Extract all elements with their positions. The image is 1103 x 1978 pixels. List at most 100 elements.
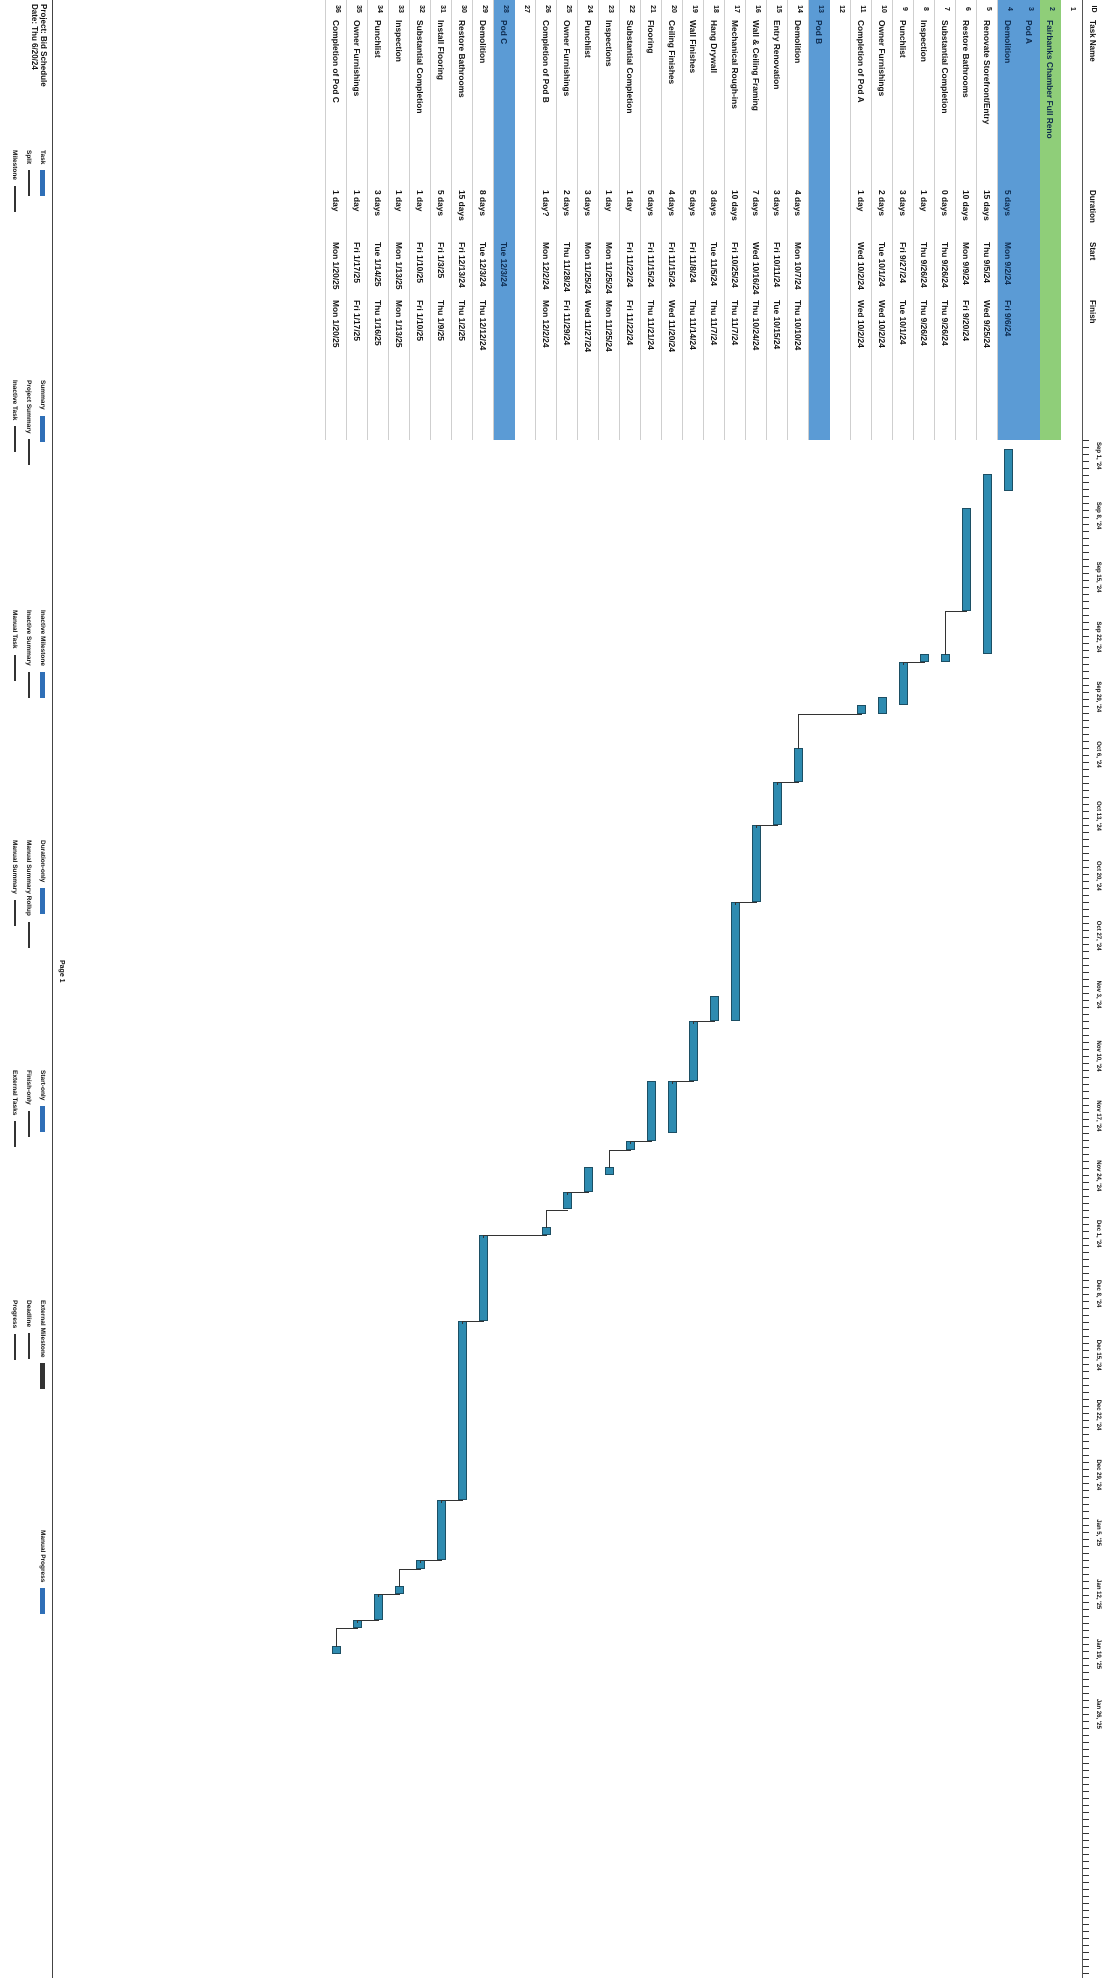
row-start: Fri 1/3/25 [436, 242, 446, 279]
row-start: Fri 1/10/25 [415, 242, 425, 283]
legend-swatch [27, 1110, 30, 1137]
table-row[interactable]: 16 Wall & Ceiling Framing 7 days Wed 10/16/… [745, 0, 767, 440]
table-row[interactable]: 29 Demolition 8 days Tue 12/3/24 Thu 12/12/2… [472, 0, 494, 440]
table-row[interactable]: 9 Punchlist 3 days Fri 9/27/24 Tue 10/1/24 [892, 0, 914, 440]
row-duration: 2 days [877, 190, 887, 217]
timeline-label: Dec 22, '24 [1095, 1399, 1101, 1431]
gantt-bar[interactable] [962, 508, 971, 611]
table-row[interactable]: 24 Punchlist 3 days Mon 11/25/24 Wed 11/27/2… [577, 0, 599, 440]
legend-label: Duration-only [39, 840, 46, 883]
row-id: 6 [964, 7, 971, 11]
row-finish: Fri 11/29/24 [562, 300, 572, 346]
table-row[interactable]: 10 Owner Furnishings 2 days Tue 10/1/24 Wed … [871, 0, 893, 440]
table-row[interactable]: 36 Completion of Pod C 1 day Mon 1/20/25 Mon… [325, 0, 347, 440]
row-task-name: Demolition [1003, 20, 1013, 64]
row-finish: Thu 10/10/24 [793, 300, 803, 351]
table-row[interactable]: 4 Demolition 5 days Mon 9/2/24 Fri 9/6/24 [997, 0, 1019, 440]
row-duration: 8 days [478, 190, 488, 217]
gantt-bar[interactable] [920, 653, 929, 663]
gantt-bar[interactable] [710, 995, 719, 1022]
timeline-label: Dec 29, '24 [1095, 1459, 1101, 1491]
row-id: 28 [502, 5, 509, 13]
row-id: 17 [733, 5, 740, 13]
table-row[interactable]: 1 [1060, 0, 1082, 440]
table-row[interactable]: 6 Restore Bathrooms 10 days Mon 9/9/24 Fri 9… [955, 0, 977, 440]
legend-item: Split [25, 150, 32, 197]
table-row[interactable]: 5 Renovate Storefront/Entry 15 days Thu 9/5… [976, 0, 998, 440]
gantt-bar[interactable] [857, 705, 866, 714]
row-duration: 1 day [394, 190, 404, 212]
table-row[interactable]: 17 Mechanical Rough-ins 10 days Fri 10/25/2… [724, 0, 746, 440]
row-task-name: Mechanical Rough-ins [730, 20, 740, 109]
legend-item: Inactive Task [11, 380, 18, 453]
table-row[interactable]: 19 Wall Finishes 5 days Fri 11/8/24 Thu 11/1… [682, 0, 704, 440]
gantt-bar[interactable] [605, 1166, 614, 1176]
table-row[interactable]: 18 Hang Drywall 3 days Tue 11/5/24 Thu 11/7/… [703, 0, 725, 440]
row-finish: Fri 9/6/24 [1003, 300, 1013, 337]
table-row[interactable]: 25 Owner Furnishings 2 days Thu 11/28/24 Fri… [556, 0, 578, 440]
row-task-name: Pod B [814, 20, 824, 45]
row-start: Fri 11/22/24 [625, 242, 635, 288]
table-row[interactable]: 3 Pod A [1018, 0, 1040, 440]
dependency-link [357, 1619, 379, 1623]
row-start: Wed 10/16/24 [751, 242, 761, 295]
table-row[interactable]: 7 Substantial Completion 0 days Thu 9/26/24… [934, 0, 956, 440]
table-row[interactable]: 13 Pod B [808, 0, 830, 440]
table-row[interactable]: 27 [514, 0, 536, 440]
table-row[interactable]: 15 Entry Renovation 3 days Fri 10/11/24 Tue … [766, 0, 788, 440]
row-duration: 4 days [793, 190, 803, 217]
row-task-name: Ceiling Finishes [667, 20, 677, 85]
table-row[interactable]: 14 Demolition 4 days Mon 10/7/24 Thu 10/10/2… [787, 0, 809, 440]
table-row[interactable]: 23 Inspections 1 day Mon 11/25/24 Mon 11/25/… [598, 0, 620, 440]
row-duration: 15 days [982, 190, 992, 221]
project-name: Project: Bid Schedule [39, 4, 48, 87]
legend-swatch [27, 439, 30, 466]
table-row[interactable]: 22 Substantial Completion 1 day Fri 11/22/2… [619, 0, 641, 440]
row-duration: 1 day [856, 190, 866, 212]
table-row[interactable]: 26 Completion of Pod B 1 day? Mon 12/2/24 Mo… [535, 0, 557, 440]
gantt-bar[interactable] [395, 1585, 404, 1595]
table-row[interactable]: 11 Completion of Pod A 1 day Wed 10/2/24 Wed… [850, 0, 872, 440]
table-row[interactable]: 20 Ceiling Finishes 4 days Fri 11/15/24 Wed … [661, 0, 683, 440]
gantt-bar[interactable] [899, 662, 908, 706]
table-row[interactable]: 33 Inspection 1 day Mon 1/13/25 Mon 1/13/25 [388, 0, 410, 440]
gantt-bar[interactable] [773, 782, 782, 825]
table-header: ID Task Name Duration Start Finish [1082, 0, 1103, 440]
gantt-bar[interactable] [668, 1081, 677, 1133]
gantt-bar[interactable] [689, 1021, 698, 1082]
row-id: 2 [1048, 7, 1055, 11]
gantt-bar[interactable] [374, 1594, 383, 1620]
gantt-bar[interactable] [878, 696, 887, 714]
table-row[interactable]: 30 Restore Bathrooms 15 days Fri 12/13/24 Th… [451, 0, 473, 440]
gantt-bar[interactable] [542, 1226, 551, 1236]
gantt-bar[interactable] [332, 1645, 341, 1655]
table-row[interactable]: 8 Inspection 1 day Thu 9/26/24 Thu 9/26/24 [913, 0, 935, 440]
row-task-name: Punchlist [583, 20, 593, 58]
table-row[interactable]: 12 [829, 0, 851, 440]
gantt-bar[interactable] [731, 901, 740, 1022]
gantt-bar[interactable] [752, 824, 761, 902]
legend-item: External Tasks [11, 1070, 18, 1148]
gantt-bar[interactable] [458, 1320, 467, 1501]
table-row[interactable]: 35 Owner Furnishings 1 day Fri 1/17/25 Fri 1… [346, 0, 368, 440]
gantt-bar[interactable] [1004, 448, 1013, 492]
gantt-bar[interactable] [647, 1081, 656, 1142]
table-row[interactable]: 28 Pod C Tue 12/3/24 [493, 0, 515, 440]
gantt-bar[interactable] [479, 1235, 488, 1321]
row-task-name: Completion of Pod A [856, 20, 866, 103]
table-row[interactable]: 31 Install Flooring 5 days Fri 1/3/25 Thu 1/… [430, 0, 452, 440]
dependency-link [462, 1320, 484, 1324]
gantt-bar[interactable] [941, 653, 950, 663]
gantt-bar[interactable] [983, 474, 992, 654]
gantt-bar[interactable] [794, 747, 803, 782]
row-id: 31 [439, 5, 446, 13]
gantt-bar[interactable] [437, 1500, 446, 1561]
row-task-name: Owner Furnishings [877, 20, 887, 97]
table-row[interactable]: 32 Substantial Completion 1 day Fri 1/10/25… [409, 0, 431, 440]
table-row[interactable]: 34 Punchlist 3 days Tue 1/14/25 Thu 1/16/25 [367, 0, 389, 440]
table-row[interactable]: 21 Flooring 5 days Fri 11/15/24 Thu 11/21/24 [640, 0, 662, 440]
table-row[interactable]: 2 Fairbanks Chamber Full Reno [1039, 0, 1061, 440]
gantt-bar[interactable] [584, 1166, 593, 1193]
timeline-label: Sep 1, '24 [1095, 442, 1101, 470]
row-start: Mon 9/2/24 [1003, 242, 1013, 285]
